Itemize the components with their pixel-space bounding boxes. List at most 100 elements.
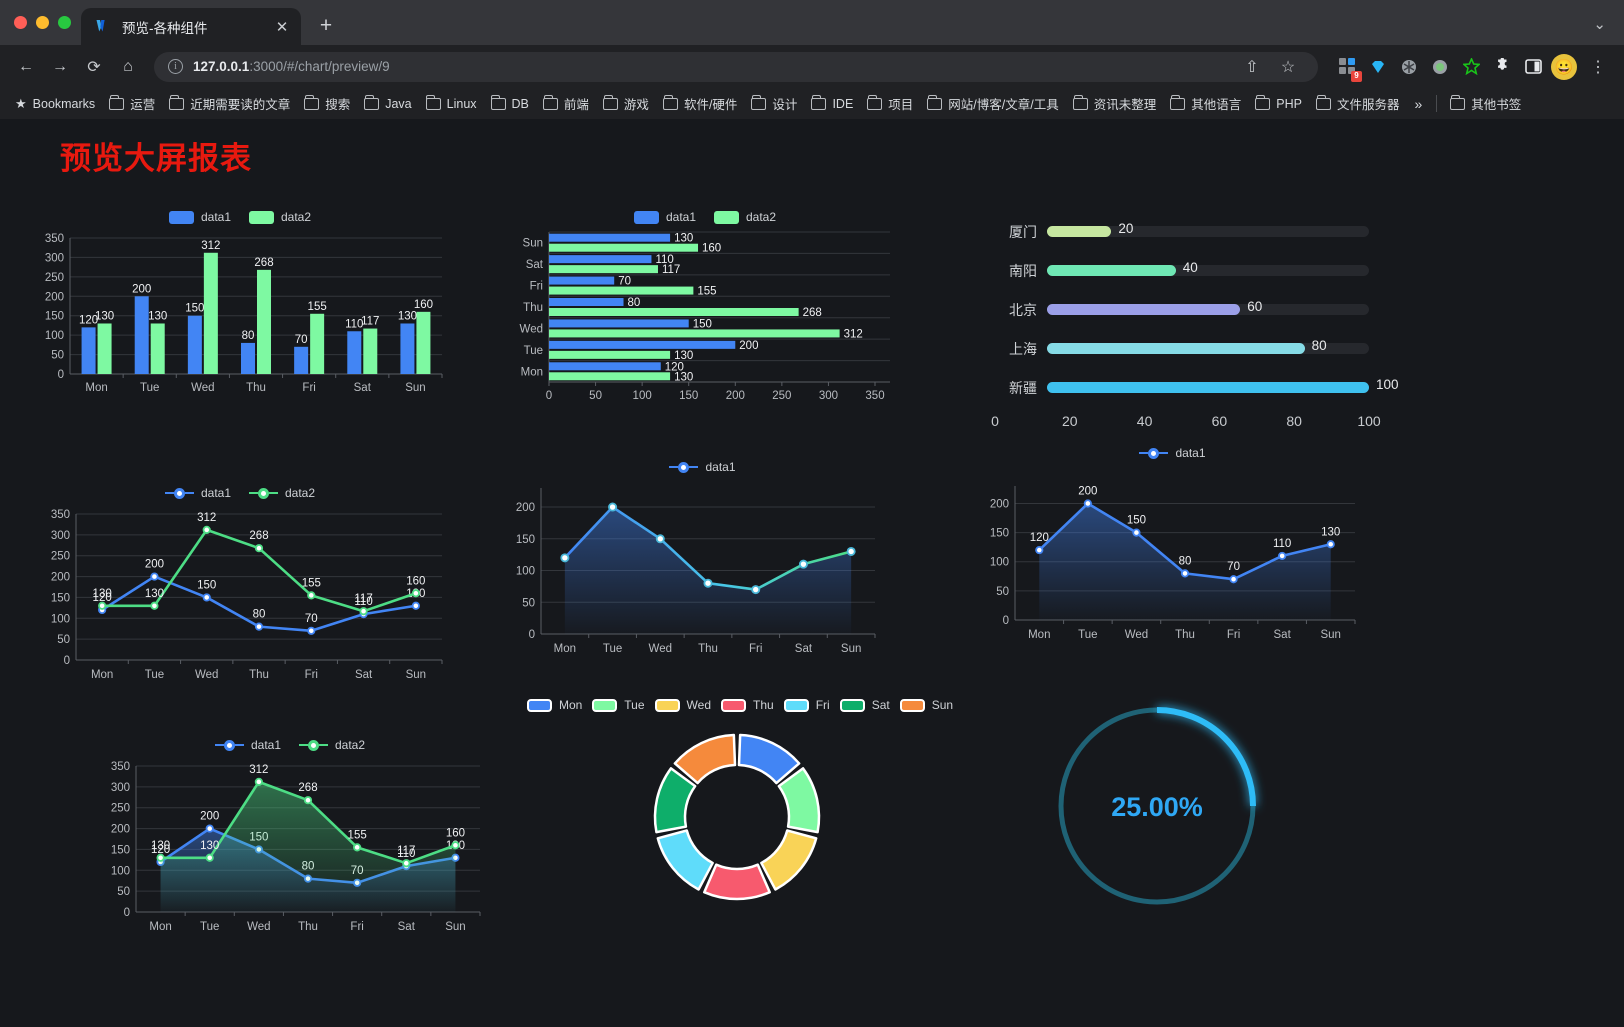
data-point[interactable] xyxy=(608,502,618,512)
pie-slice[interactable] xyxy=(656,829,714,891)
pie-slice[interactable] xyxy=(653,767,697,834)
data-point[interactable] xyxy=(411,589,420,598)
progress-bar-row[interactable]: 新疆 100 xyxy=(995,368,1399,407)
address-bar[interactable]: i 127.0.0.1:3000/#/chart/preview/9 ⇧ ☆ xyxy=(154,51,1318,82)
data-point[interactable] xyxy=(150,572,159,581)
bookmark-folder[interactable]: 搜索 xyxy=(297,90,357,117)
dual-line-chart[interactable]: 350 300 250 200 150 100 50 0 Mon Tue Wed Thu Fri Sat S… xyxy=(30,500,450,690)
legend-item-data1[interactable]: data1 xyxy=(214,738,281,752)
legend-item-data2[interactable]: data2 xyxy=(714,210,776,224)
stacked-area-chart[interactable]: 350 300 250 200 150 100 50 0 Mon Tue Wed Thu Fri Sat S… xyxy=(90,752,490,942)
bookmark-folder[interactable]: PHP xyxy=(1248,93,1309,115)
data-point[interactable] xyxy=(205,824,214,833)
vertical-bar-chart[interactable]: 350300250200150100500Mon120130Tue200130W… xyxy=(30,224,450,409)
data-point[interactable] xyxy=(307,626,316,635)
minimize-window-button[interactable] xyxy=(36,16,49,29)
legend-item-data2[interactable]: data2 xyxy=(299,738,365,752)
star-outline-icon[interactable] xyxy=(1458,54,1484,80)
bar[interactable] xyxy=(400,323,415,374)
data-point[interactable] xyxy=(254,544,264,553)
bookmark-folder[interactable]: 运营 xyxy=(102,90,162,117)
data-point[interactable] xyxy=(254,777,263,786)
bar[interactable] xyxy=(549,340,736,349)
legend-item-data2[interactable]: data2 xyxy=(249,486,315,500)
legend-item-fri[interactable]: Fri xyxy=(783,698,830,712)
bar[interactable] xyxy=(549,255,652,264)
pie-slice[interactable] xyxy=(777,767,821,834)
data-point[interactable] xyxy=(703,578,713,588)
bar[interactable] xyxy=(81,327,96,374)
data-point[interactable] xyxy=(1229,575,1238,584)
bar[interactable] xyxy=(257,269,271,374)
legend-item-thu[interactable]: Thu xyxy=(721,698,774,712)
data-point[interactable] xyxy=(751,585,761,595)
data-point[interactable] xyxy=(1035,545,1044,555)
bar[interactable] xyxy=(549,276,615,285)
bookmark-folder[interactable]: Java xyxy=(357,93,418,115)
progress-bar-row[interactable]: 上海 80 xyxy=(995,329,1375,368)
pie-slice[interactable] xyxy=(673,733,737,785)
data-point[interactable] xyxy=(1083,499,1092,508)
bar[interactable] xyxy=(294,346,309,374)
wheel-icon[interactable] xyxy=(1396,54,1422,80)
share-icon[interactable]: ⇧ xyxy=(1245,58,1259,76)
data-point[interactable] xyxy=(254,622,264,631)
data-point[interactable] xyxy=(798,559,808,569)
data-point[interactable] xyxy=(411,601,420,610)
bar[interactable] xyxy=(549,350,671,359)
legend-item-wed[interactable]: Wed xyxy=(654,698,711,712)
data-point[interactable] xyxy=(359,607,368,616)
bookmark-folder[interactable]: 其他语言 xyxy=(1163,90,1248,117)
bar[interactable] xyxy=(310,313,325,374)
data-point[interactable] xyxy=(402,859,411,868)
bookmark-folder[interactable]: IDE xyxy=(804,93,860,115)
pie-slice[interactable] xyxy=(760,829,818,891)
legend-item-mon[interactable]: Mon xyxy=(526,698,582,712)
data-point[interactable] xyxy=(655,534,665,544)
bookmark-folder[interactable]: Linux xyxy=(419,93,484,115)
chevron-down-icon[interactable]: ⌄ xyxy=(1593,16,1606,33)
reload-button[interactable]: ⟳ xyxy=(87,58,101,76)
pie-slice[interactable] xyxy=(703,863,771,901)
maximize-window-button[interactable] xyxy=(58,16,71,29)
data-point[interactable] xyxy=(1132,528,1141,537)
gradient-line-chart[interactable]: 200 150 100 50 0 Mon Tue Wed Thu Fri Sat Sun xyxy=(505,474,900,664)
area-line-chart[interactable]: 200 150 100 50 0 Mon Tue Wed Thu Fri Sat Sun 120 200 1… xyxy=(975,460,1370,650)
legend-item-data1[interactable]: data1 xyxy=(168,210,231,224)
data-point[interactable] xyxy=(156,853,165,862)
bar[interactable] xyxy=(134,296,149,374)
bookmark-folder[interactable]: 游戏 xyxy=(596,90,656,117)
legend-item-data2[interactable]: data2 xyxy=(249,210,311,224)
donut-chart[interactable] xyxy=(540,712,940,927)
data-point[interactable] xyxy=(451,841,460,850)
data-point[interactable] xyxy=(202,593,211,602)
data-point[interactable] xyxy=(1278,551,1287,561)
browser-menu-icon[interactable]: ⋮ xyxy=(1590,58,1606,76)
home-button[interactable]: ⌂ xyxy=(123,57,133,75)
bar[interactable] xyxy=(347,331,362,374)
forward-button[interactable]: → xyxy=(52,57,68,75)
back-button[interactable]: ← xyxy=(18,57,34,75)
bar[interactable] xyxy=(241,342,255,374)
progress-bar-row[interactable]: 南阳 40 xyxy=(995,251,1375,290)
bookmark-folder[interactable]: 文件服务器 xyxy=(1309,90,1407,117)
diamond-icon[interactable] xyxy=(1365,54,1391,80)
bookmarks-overflow-button[interactable]: » xyxy=(1414,95,1423,112)
data-point[interactable] xyxy=(303,796,313,805)
close-window-button[interactable] xyxy=(14,16,27,29)
pie-slice[interactable] xyxy=(737,733,801,785)
data-point[interactable] xyxy=(846,546,856,556)
bookmark-folder[interactable]: 设计 xyxy=(744,90,804,117)
data-point[interactable] xyxy=(150,601,159,610)
data-point[interactable] xyxy=(98,601,107,610)
bar[interactable] xyxy=(187,315,202,374)
circle-icon[interactable] xyxy=(1427,54,1453,80)
bookmark-folder[interactable]: 前端 xyxy=(536,90,596,117)
browser-tab[interactable]: 预览-各种组件 ✕ xyxy=(81,8,301,45)
bar[interactable] xyxy=(549,308,799,316)
avatar[interactable]: 😀 xyxy=(1551,53,1577,80)
bar[interactable] xyxy=(203,252,218,374)
bar[interactable] xyxy=(549,329,840,338)
data-point[interactable] xyxy=(1326,540,1335,549)
